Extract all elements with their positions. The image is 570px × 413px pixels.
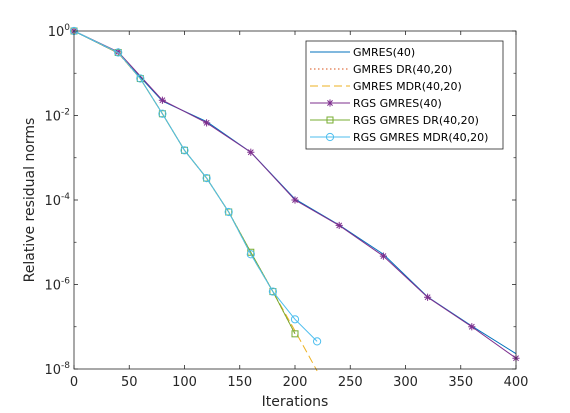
data-point bbox=[468, 323, 476, 331]
data-point bbox=[114, 48, 122, 56]
legend-label: RGS GMRES MDR(40,20) bbox=[353, 131, 488, 144]
data-point bbox=[224, 207, 233, 217]
x-tick-label: 300 bbox=[393, 375, 418, 390]
data-point bbox=[291, 330, 299, 338]
y-tick-label: 100 bbox=[48, 23, 71, 40]
data-point bbox=[136, 74, 145, 83]
y-tick-label: 10-4 bbox=[44, 192, 70, 209]
data-point bbox=[158, 109, 167, 118]
data-point bbox=[325, 132, 335, 142]
x-tick-label: 50 bbox=[121, 375, 138, 390]
legend-item: GMRES(40) bbox=[310, 46, 415, 59]
y-tick-label: 10-2 bbox=[44, 108, 70, 125]
data-point bbox=[202, 173, 211, 183]
x-tick-label: 100 bbox=[172, 375, 197, 390]
data-point bbox=[203, 174, 211, 182]
data-point bbox=[335, 221, 343, 230]
legend-item: RGS GMRES MDR(40,20) bbox=[310, 131, 488, 144]
y-axis-label: Relative residual norms bbox=[22, 118, 38, 283]
data-point bbox=[269, 288, 277, 296]
x-tick-labels: 0 50 100 150 200 250 300 350 400 bbox=[70, 375, 529, 390]
y-tick-label: 10-6 bbox=[44, 277, 70, 294]
data-point bbox=[203, 119, 211, 127]
data-point bbox=[268, 287, 277, 296]
data-point bbox=[158, 96, 166, 104]
legend-label: GMRES DR(40,20) bbox=[353, 63, 452, 76]
x-tick-label: 150 bbox=[227, 375, 252, 390]
data-point bbox=[326, 116, 334, 124]
data-point bbox=[290, 315, 300, 324]
data-point bbox=[379, 252, 387, 260]
legend-label: GMRES(40) bbox=[353, 46, 415, 59]
data-point bbox=[313, 337, 322, 346]
data-point bbox=[136, 75, 144, 83]
legend-label: RGS GMRES DR(40,20) bbox=[353, 114, 479, 127]
legend-item: RGS GMRES(40) bbox=[310, 97, 442, 110]
x-axis-label: Iterations bbox=[262, 394, 329, 410]
legend-label: GMRES MDR(40,20) bbox=[353, 80, 462, 93]
data-point bbox=[181, 146, 188, 154]
legend-item: GMRES MDR(40,20) bbox=[310, 80, 462, 93]
legend-item: RGS GMRES DR(40,20) bbox=[310, 114, 479, 127]
x-tick-label: 400 bbox=[504, 375, 529, 390]
x-tick-label: 200 bbox=[283, 375, 308, 390]
legend-label: RGS GMRES(40) bbox=[353, 97, 442, 110]
data-point bbox=[326, 99, 334, 107]
y-tick-label: 10-8 bbox=[44, 361, 70, 378]
data-point bbox=[158, 110, 166, 118]
y-tick-labels: 100 10-2 10-4 10-6 10-8 bbox=[44, 23, 70, 378]
series-layer bbox=[69, 26, 520, 372]
legend-box bbox=[305, 40, 504, 150]
plot-frame bbox=[73, 30, 517, 370]
legend-item: GMRES DR(40,20) bbox=[310, 63, 452, 76]
data-point bbox=[247, 148, 255, 156]
x-tick-label: 350 bbox=[448, 375, 473, 390]
series-6 bbox=[69, 26, 322, 346]
legend: GMRES(40) GMRES DR(40,20) GMRES MDR(40,20)… bbox=[305, 40, 504, 150]
data-point bbox=[246, 250, 255, 259]
data-point bbox=[180, 146, 189, 155]
data-point bbox=[291, 196, 299, 204]
x-tick-label: 250 bbox=[338, 375, 363, 390]
x-tick-label: 0 bbox=[70, 375, 78, 390]
data-point bbox=[114, 48, 122, 56]
data-point bbox=[225, 208, 233, 216]
data-point bbox=[424, 293, 432, 301]
data-point bbox=[114, 48, 123, 57]
series-line bbox=[73, 30, 318, 342]
